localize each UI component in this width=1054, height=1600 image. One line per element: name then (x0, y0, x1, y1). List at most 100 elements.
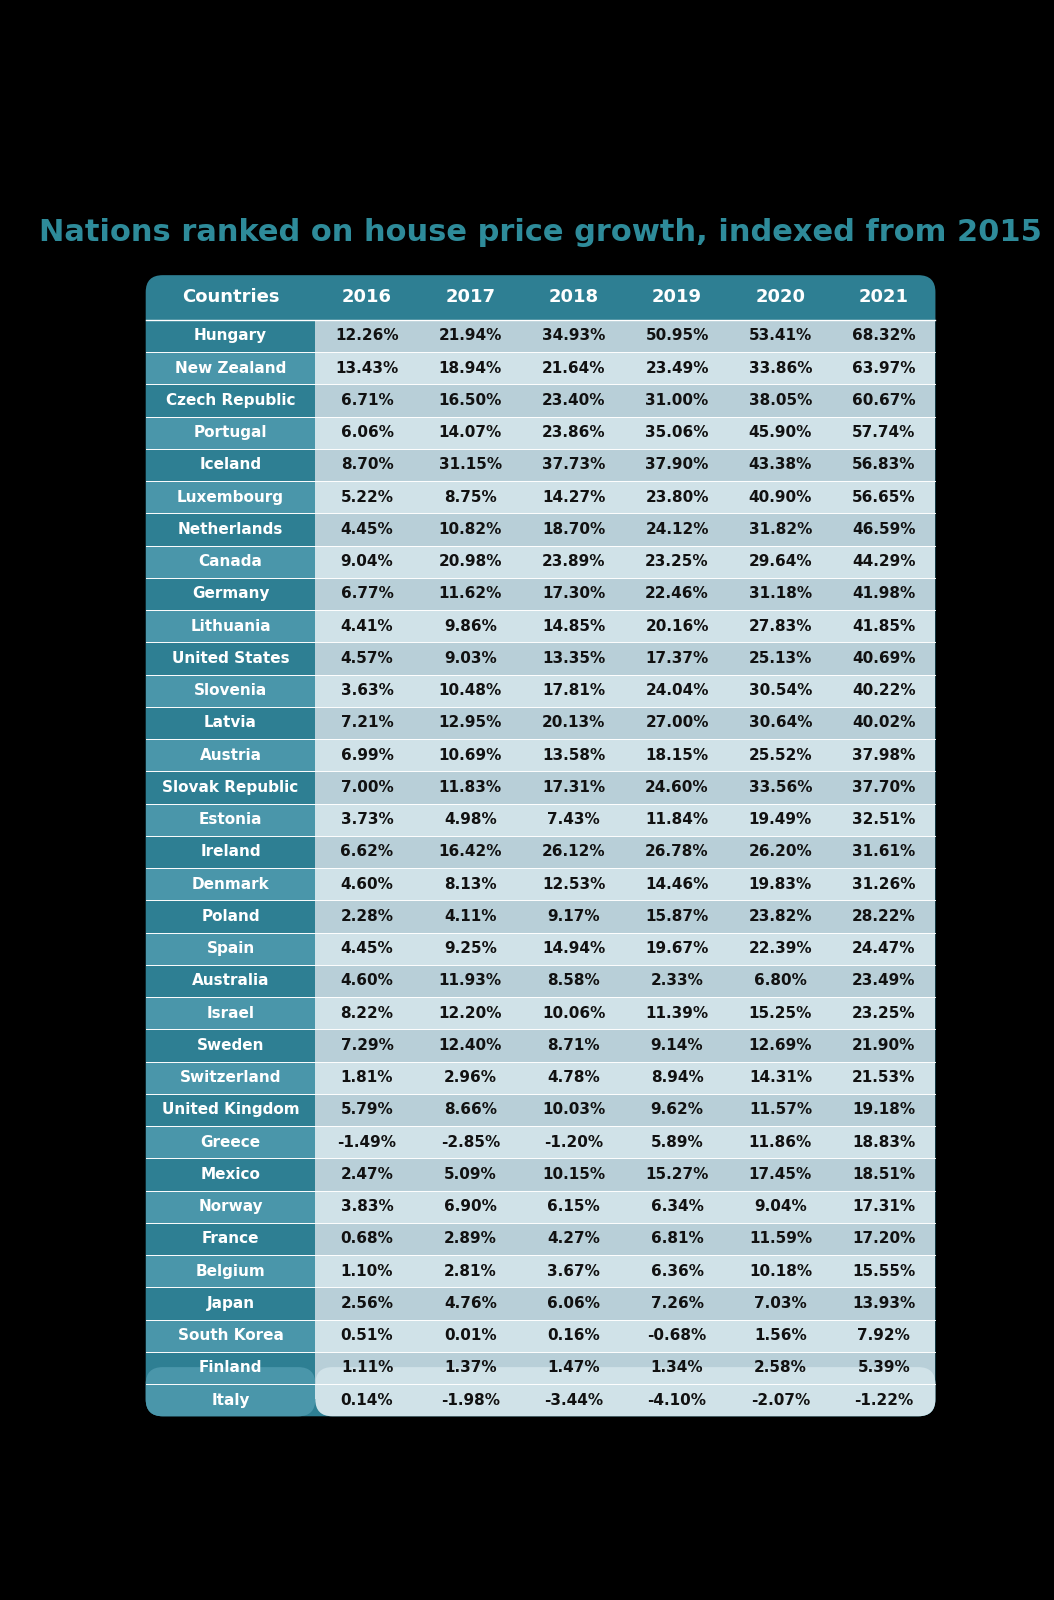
Text: 5.09%: 5.09% (444, 1166, 496, 1182)
Text: 23.80%: 23.80% (645, 490, 708, 504)
Text: 21.64%: 21.64% (542, 360, 605, 376)
Text: Netherlands: Netherlands (178, 522, 284, 538)
Text: 4.27%: 4.27% (547, 1232, 600, 1246)
Text: 2.58%: 2.58% (754, 1360, 807, 1376)
Bar (315, 1352, 936, 1384)
Text: 1.34%: 1.34% (650, 1360, 703, 1376)
Text: Germany: Germany (192, 587, 269, 602)
Text: 13.93%: 13.93% (852, 1296, 915, 1310)
Text: 30.64%: 30.64% (748, 715, 813, 731)
Text: 0.01%: 0.01% (444, 1328, 496, 1342)
Text: 40.02%: 40.02% (852, 715, 916, 731)
Text: Slovak Republic: Slovak Republic (162, 779, 298, 795)
Text: 17.31%: 17.31% (542, 779, 605, 795)
Text: 33.56%: 33.56% (748, 779, 813, 795)
Bar (145, 1029, 315, 1061)
Text: 2019: 2019 (652, 288, 702, 307)
Text: 12.40%: 12.40% (438, 1038, 502, 1053)
Text: 56.83%: 56.83% (852, 458, 916, 472)
Text: 9.04%: 9.04% (340, 554, 393, 570)
Text: 23.40%: 23.40% (542, 394, 605, 408)
Text: 23.25%: 23.25% (852, 1006, 916, 1021)
Text: 27.00%: 27.00% (645, 715, 708, 731)
Text: 4.98%: 4.98% (444, 813, 496, 827)
Text: Czech Republic: Czech Republic (165, 394, 295, 408)
Text: 6.62%: 6.62% (340, 845, 393, 859)
Bar (145, 1094, 315, 1126)
Text: 7.26%: 7.26% (650, 1296, 704, 1310)
Bar (145, 997, 315, 1029)
Text: Australia: Australia (192, 973, 269, 989)
Text: 15.87%: 15.87% (645, 909, 708, 923)
Text: New Zealand: New Zealand (175, 360, 287, 376)
Bar (145, 1288, 315, 1320)
Text: Italy: Italy (211, 1392, 250, 1408)
Text: 6.99%: 6.99% (340, 747, 393, 763)
Text: 23.86%: 23.86% (542, 426, 605, 440)
Text: 57.74%: 57.74% (852, 426, 916, 440)
Text: 4.57%: 4.57% (340, 651, 393, 666)
Text: 20.98%: 20.98% (438, 554, 502, 570)
Text: 2.81%: 2.81% (444, 1264, 496, 1278)
Text: 1.47%: 1.47% (547, 1360, 600, 1376)
Text: 11.83%: 11.83% (438, 779, 502, 795)
Text: 9.04%: 9.04% (754, 1198, 806, 1214)
Bar (145, 803, 315, 835)
Text: 31.26%: 31.26% (852, 877, 916, 891)
Text: 2018: 2018 (549, 288, 599, 307)
Text: 53.41%: 53.41% (748, 328, 812, 344)
Text: Greece: Greece (200, 1134, 260, 1150)
Text: 14.94%: 14.94% (542, 941, 605, 957)
Bar (315, 901, 936, 933)
Text: 8.71%: 8.71% (547, 1038, 600, 1053)
Text: South Korea: South Korea (177, 1328, 284, 1342)
Text: 21.90%: 21.90% (852, 1038, 916, 1053)
Text: 27.83%: 27.83% (748, 619, 813, 634)
Bar (145, 1352, 315, 1384)
Text: 32.51%: 32.51% (852, 813, 916, 827)
Text: Portugal: Portugal (194, 426, 268, 440)
Text: United States: United States (172, 651, 290, 666)
Text: 8.75%: 8.75% (444, 490, 496, 504)
Bar (145, 869, 315, 901)
Text: 11.39%: 11.39% (645, 1006, 708, 1021)
Text: 19.18%: 19.18% (853, 1102, 915, 1117)
Bar (315, 546, 936, 578)
Text: Canada: Canada (198, 554, 262, 570)
Bar (315, 514, 936, 546)
Bar (145, 384, 315, 416)
Text: 17.20%: 17.20% (852, 1232, 916, 1246)
Text: 6.06%: 6.06% (547, 1296, 600, 1310)
Text: 2.28%: 2.28% (340, 909, 393, 923)
Text: 7.00%: 7.00% (340, 779, 393, 795)
Bar (315, 933, 936, 965)
Text: 12.20%: 12.20% (438, 1006, 502, 1021)
Text: 3.83%: 3.83% (340, 1198, 393, 1214)
Bar (145, 546, 315, 578)
Text: 6.15%: 6.15% (547, 1198, 600, 1214)
Text: 6.80%: 6.80% (754, 973, 807, 989)
Text: 11.86%: 11.86% (748, 1134, 812, 1150)
Text: Nations ranked on house price growth, indexed from 2015: Nations ranked on house price growth, in… (39, 218, 1041, 246)
Text: 13.35%: 13.35% (542, 651, 605, 666)
Bar (315, 578, 936, 610)
Bar (145, 514, 315, 546)
Text: -1.22%: -1.22% (854, 1392, 914, 1408)
Text: 12.26%: 12.26% (335, 328, 398, 344)
Bar (315, 1190, 936, 1222)
Text: 19.83%: 19.83% (748, 877, 812, 891)
Bar (145, 1222, 315, 1254)
Text: 5.89%: 5.89% (650, 1134, 703, 1150)
Text: 14.27%: 14.27% (542, 490, 605, 504)
Text: 37.70%: 37.70% (852, 779, 916, 795)
Text: 9.62%: 9.62% (650, 1102, 704, 1117)
Text: 4.45%: 4.45% (340, 941, 393, 957)
Text: 7.43%: 7.43% (547, 813, 600, 827)
Text: 24.47%: 24.47% (852, 941, 916, 957)
Text: 12.53%: 12.53% (542, 877, 605, 891)
Bar (315, 320, 936, 352)
Text: United Kingdom: United Kingdom (161, 1102, 299, 1117)
Text: Lithuania: Lithuania (190, 619, 271, 634)
Text: 16.42%: 16.42% (438, 845, 502, 859)
Text: 10.18%: 10.18% (748, 1264, 812, 1278)
